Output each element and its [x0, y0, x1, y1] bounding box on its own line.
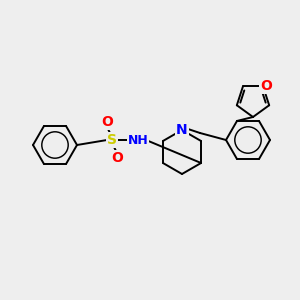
- Text: O: O: [101, 115, 113, 129]
- Text: N: N: [176, 123, 188, 137]
- Text: O: O: [260, 79, 272, 93]
- Text: S: S: [107, 133, 117, 147]
- Text: NH: NH: [128, 134, 148, 146]
- Text: O: O: [111, 151, 123, 165]
